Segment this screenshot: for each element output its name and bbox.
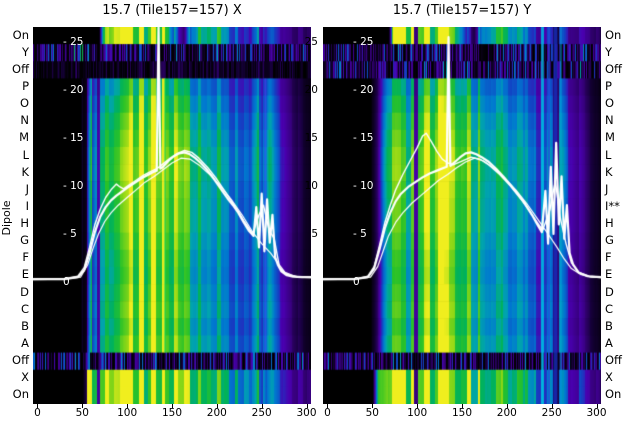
dipole-row-label-left: Off [12,61,29,76]
outer-ytick-label: 25 [304,35,318,48]
heatmap-panel-y [323,27,601,404]
dipole-row-label-right: Off [605,61,622,76]
dipole-row-label-right: Off [605,353,622,368]
outer-ytick-label: 10 [304,179,318,192]
xtick-label: 300 [296,407,317,419]
xtick-mark [327,404,329,408]
dipole-row-label-right: K [605,164,613,179]
xtick-mark [551,404,553,408]
xtick-label: 0 [34,407,41,419]
dipole-row-label-right: On [605,387,622,402]
dipole-row-label-left: Y [21,44,29,59]
dipole-row-label-left: I [25,198,29,213]
xtick-mark [37,404,39,408]
dipole-row-label-left: H [20,216,29,231]
dipole-row-label-right: J [605,181,609,196]
xtick-mark [172,404,173,408]
inner-ytick-label: - 25 [353,35,374,48]
dipole-row-label-right: M [605,130,615,145]
xtick-label: 100 [407,407,428,419]
dipole-row-label-left: B [21,318,29,333]
dipole-row-label-right: G [605,233,614,248]
dipole-row-label-left: D [20,284,29,299]
outer-ytick-label: 15 [304,131,318,144]
xtick-mark [596,404,598,408]
xtick-label: 50 [365,407,379,419]
dipole-row-label-left: J [25,181,29,196]
dipole-row-label-left: G [20,233,29,248]
xtick-mark [417,404,419,408]
dipole-row-label-left: F [22,250,29,265]
xtick-mark [127,404,129,408]
dipole-row-label-left: Off [12,353,29,368]
inner-ytick-label: 0 [353,275,360,288]
panel-x-title: 15.7 (Tile157=157) X [102,3,242,18]
inner-ytick-label: - 25 [63,35,84,48]
xtick-label: 100 [117,407,138,419]
xtick-label: 50 [75,407,89,419]
panel-y-title: 15.7 (Tile157=157) Y [392,3,532,18]
dipole-row-label-right: A [605,336,613,351]
dipole-row-label-right: H [605,216,614,231]
xtick-mark [372,404,374,408]
dipole-row-label-left: On [12,27,29,42]
xtick-label: 0 [324,407,331,419]
heatmap-panel-x [33,27,311,404]
dipole-row-label-right: O [605,96,615,111]
xtick-mark [506,404,508,408]
dipole-row-label-left: On [12,387,29,402]
dipole-row-label-right: F [605,250,612,265]
dipole-row-label-left: L [22,147,29,162]
dipole-row-label-right: X [605,370,613,385]
dipole-row-label-left: O [19,96,29,111]
dipole-row-label-right: B [605,318,613,333]
xtick-mark [306,404,308,408]
xtick-label: 250 [541,407,562,419]
xtick-label: 250 [251,407,272,419]
dipole-row-label-left: P [22,78,29,93]
inner-ytick-label: - 20 [63,83,84,96]
dipole-row-label-left: K [21,164,29,179]
xtick-label: 200 [496,407,517,419]
dipole-row-label-left: M [19,130,29,145]
dipole-row-label-right: On [605,27,622,42]
dipole-row-label-left: C [20,301,29,316]
dipole-row-label-right: D [605,284,614,299]
dipole-row-label-left: E [21,267,29,282]
dipole-row-label-left: N [20,113,29,128]
dipole-row-label-right: N [605,113,614,128]
dipole-row-label-left: X [21,370,29,385]
xtick-label: 150 [161,407,183,419]
inner-ytick-label: 0 [63,275,70,288]
dipole-row-label-right: I** [605,198,620,213]
xtick-mark [261,404,263,408]
xtick-label: 300 [586,407,607,419]
xtick-mark [462,404,463,408]
inner-ytick-label: - 15 [63,131,84,144]
xtick-mark [216,404,218,408]
xtick-mark [82,404,84,408]
inner-ytick-label: - 5 [353,227,367,240]
xtick-label: 200 [206,407,227,419]
xtick-label: 150 [451,407,473,419]
dipole-row-label-left: A [21,336,29,351]
inner-ytick-label: - 10 [353,179,374,192]
inner-ytick-label: - 5 [63,227,77,240]
dipole-row-label-right: E [605,267,613,282]
inner-ytick-label: - 10 [63,179,84,192]
dipole-row-label-right: L [605,147,612,162]
outer-ytick-label: 5 [311,227,318,240]
dipole-row-label-right: C [605,301,614,316]
inner-ytick-label: - 20 [353,83,374,96]
inner-ytick-label: - 15 [353,131,374,144]
outer-ytick-label: 20 [304,83,318,96]
dipole-row-label-right: P [605,78,612,93]
dipole-row-label-right: Y [605,44,613,59]
